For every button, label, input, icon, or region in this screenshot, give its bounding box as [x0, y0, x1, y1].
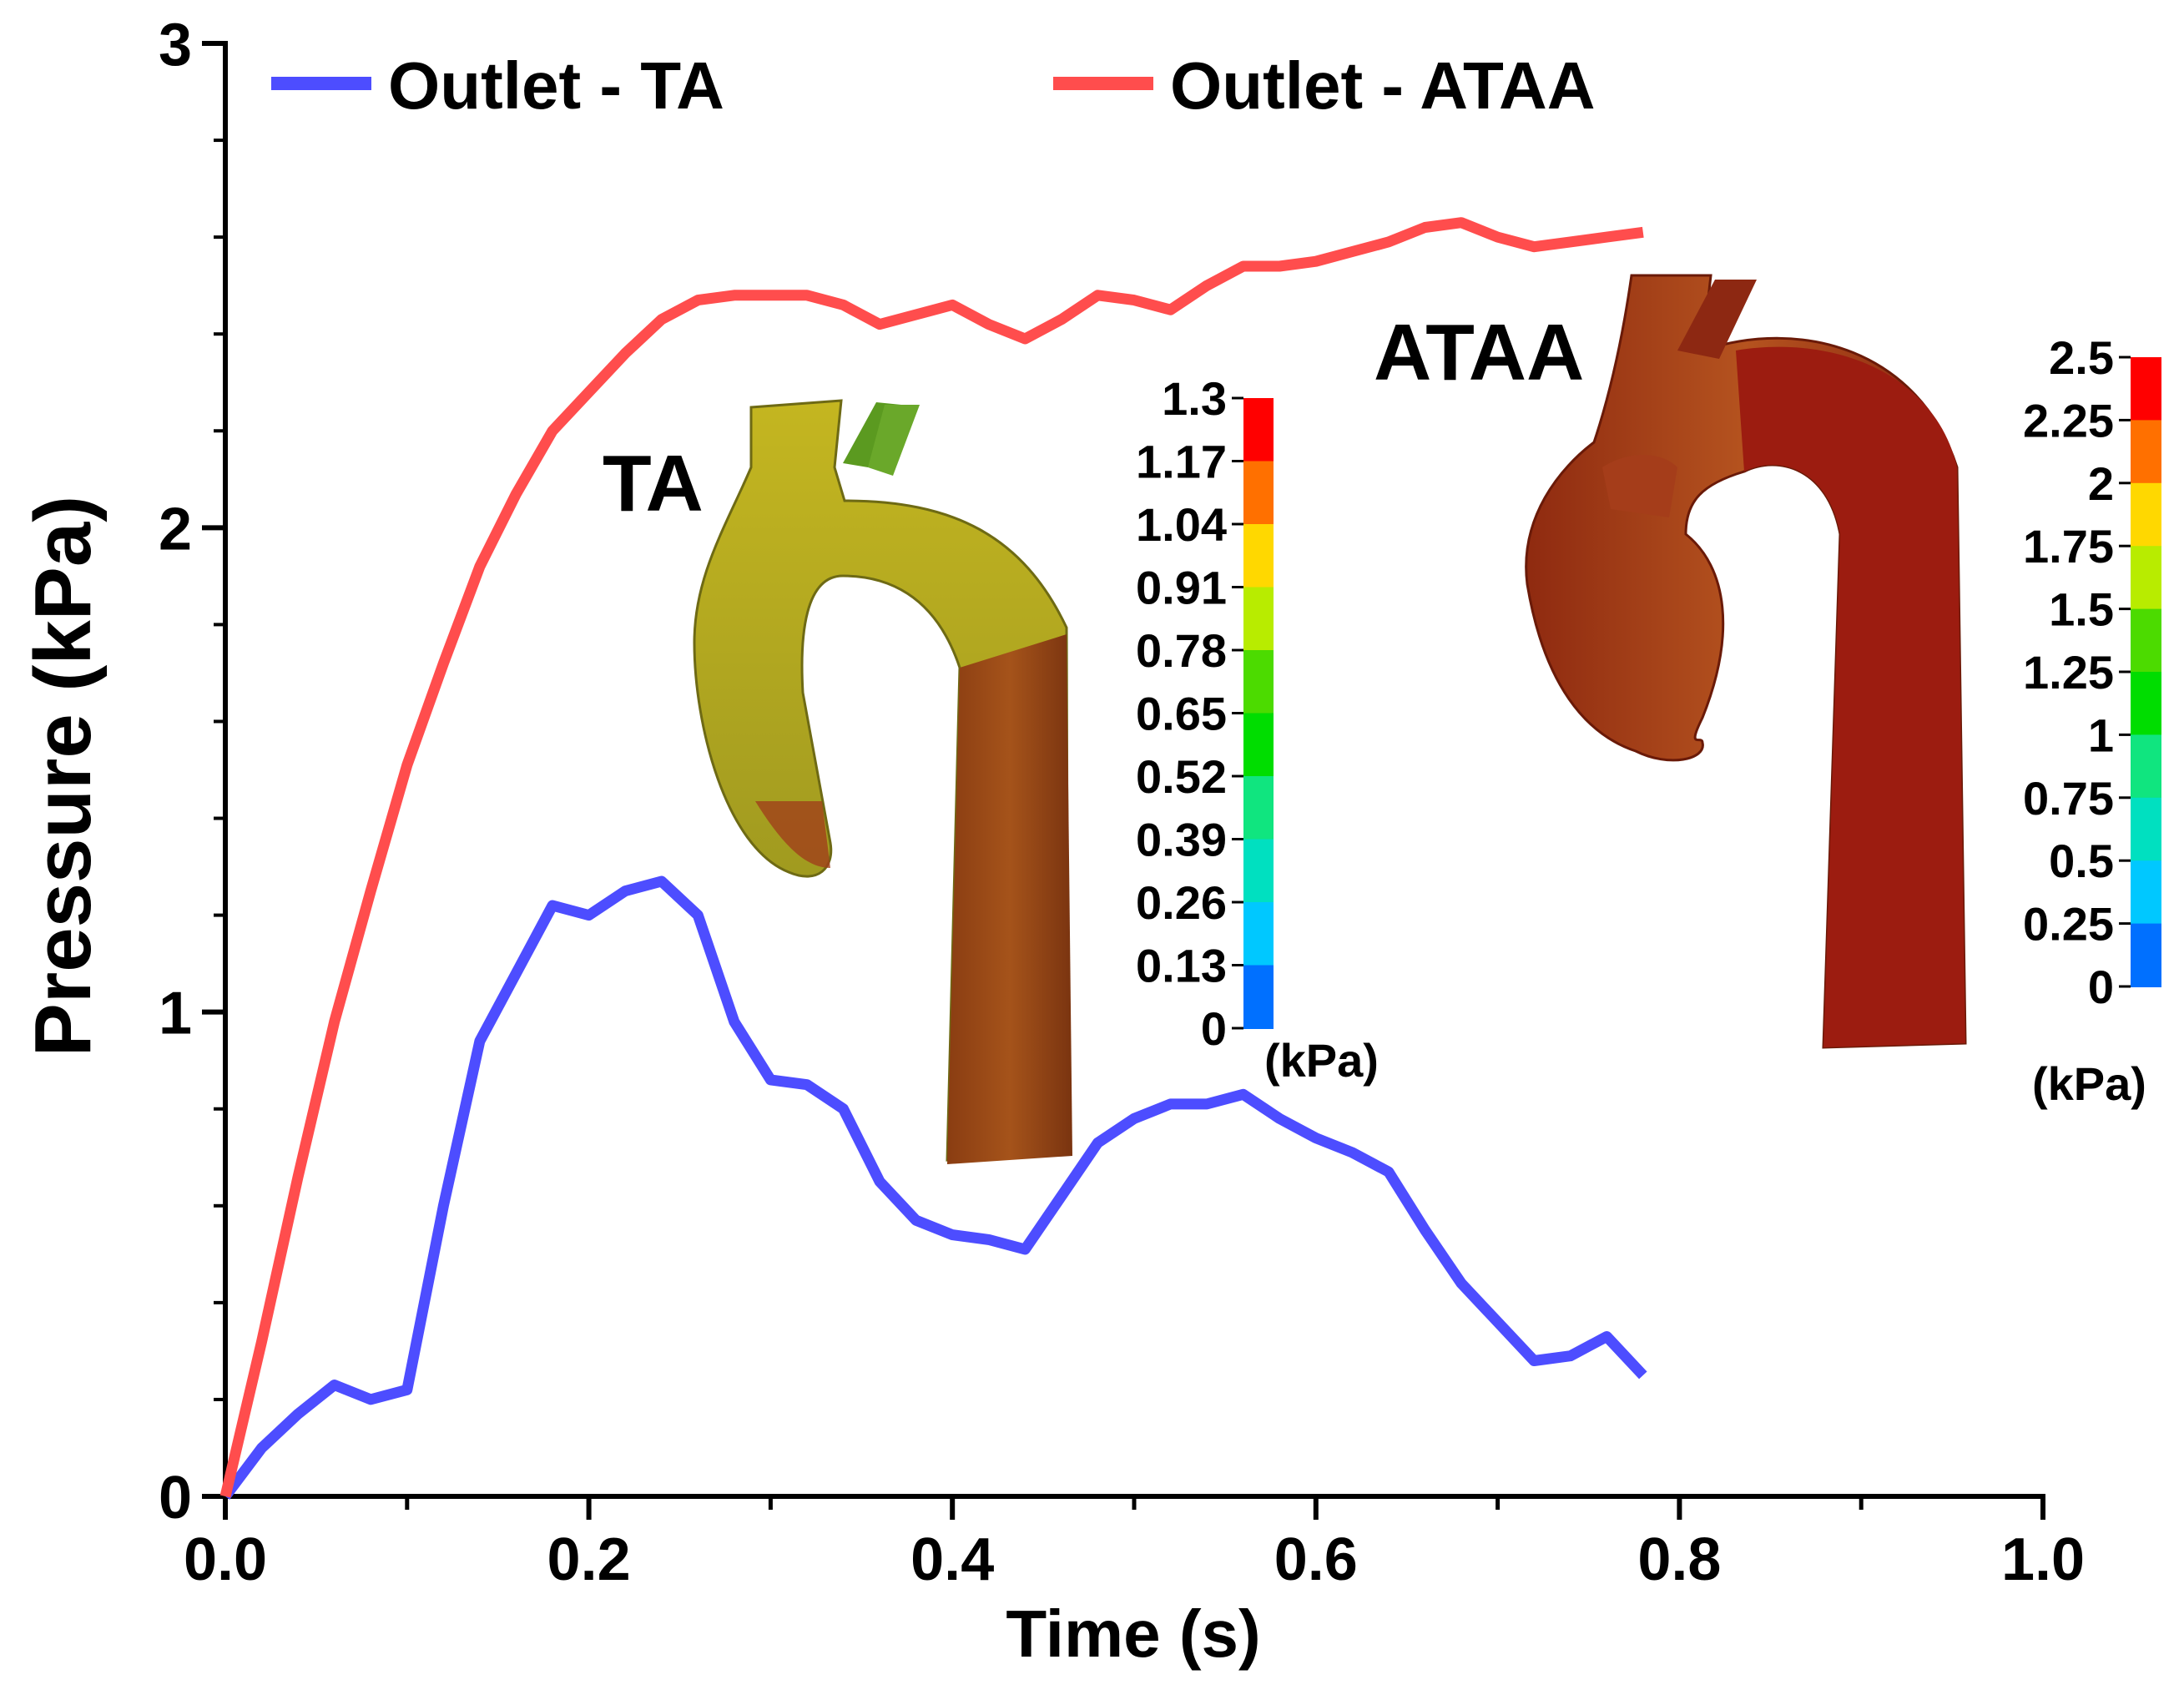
colorbar-label: 0.75 [2023, 772, 2114, 825]
colorbar-segment [1243, 965, 1274, 1029]
x-tick-label: 0.2 [547, 1526, 631, 1593]
legend-label-ataa: Outlet - ATAA [1170, 48, 1596, 123]
colorbar-segment [1243, 461, 1274, 525]
annotation-ataa: ATAA [1374, 308, 1584, 397]
series-line-ataa [219, 217, 1644, 1498]
colorbar-label: 0 [1201, 1002, 1227, 1055]
colorbar-segment [2131, 797, 2161, 862]
y-tick-label: 0 [159, 1465, 192, 1531]
colorbar-label: 0.39 [1136, 814, 1227, 866]
colorbar-label: 0.91 [1136, 562, 1227, 614]
annotation-ta: TA [603, 439, 704, 528]
colorbar-ataa: 2.5 2.25 2 1.75 1.5 1.25 1 0.75 0.5 0.25 0 [2023, 331, 2161, 1013]
colorbar-label: 1.5 [2049, 583, 2114, 636]
colorbar-segment [2131, 357, 2161, 421]
legend: Outlet - TA Outlet - ATAA [271, 48, 1596, 123]
ta-aorta-illustration [693, 399, 1072, 1164]
colorbar-segment [1243, 713, 1274, 777]
colorbar-label: 1.04 [1136, 498, 1227, 551]
series-line-ta [220, 875, 1647, 1500]
legend-label-ta: Outlet - TA [388, 48, 724, 123]
x-tick-label: 1.0 [2001, 1526, 2085, 1593]
colorbar-segment [2131, 482, 2161, 547]
colorbar-segment [2131, 672, 2161, 736]
colorbar-label: 0.25 [2023, 898, 2114, 951]
colorbar-segment [2131, 608, 2161, 673]
colorbar-segment [2131, 860, 2161, 925]
colorbar-label: 2 [2088, 457, 2114, 510]
colorbar-segment [2131, 420, 2161, 484]
x-axis-label: Time (s) [1006, 1597, 1260, 1671]
colorbar-ataa-unit: (kPa) [2032, 1057, 2146, 1110]
series-lines [219, 217, 1647, 1500]
colorbar-segment [1243, 398, 1274, 462]
colorbar-segment [1243, 524, 1274, 588]
colorbar-segment [2131, 923, 2161, 987]
colorbar-label: 0.65 [1136, 688, 1227, 740]
colorbar-label: 2.5 [2049, 331, 2114, 384]
colorbar-label: 1.25 [2023, 646, 2114, 699]
y-tick-label: 2 [159, 496, 192, 562]
colorbar-label: 0.26 [1136, 876, 1227, 929]
x-tick-label: 0.6 [1274, 1526, 1358, 1593]
colorbar-segment [1243, 839, 1274, 903]
colorbar-label: 1 [2088, 709, 2114, 761]
colorbar-segment [2131, 734, 2161, 799]
y-tick-label: 1 [159, 981, 192, 1047]
colorbar-label: 1.75 [2023, 520, 2114, 573]
y-axis-ticks: 0 1 2 3 [159, 12, 225, 1531]
colorbar-label: 0.52 [1136, 750, 1227, 803]
colorbar-segment [2131, 546, 2161, 610]
x-tick-label: 0.8 [1637, 1526, 1721, 1593]
y-tick-label: 3 [159, 12, 192, 78]
colorbar-label: 0.5 [2049, 835, 2114, 887]
colorbar-label: 0 [2088, 961, 2114, 1013]
x-tick-label: 0.4 [910, 1526, 994, 1593]
x-axis-ticks: 0.0 0.2 0.4 0.6 0.8 1.0 [184, 1496, 2085, 1593]
colorbar-ta-unit: (kPa) [1264, 1034, 1379, 1087]
colorbar-segment [1243, 587, 1274, 651]
colorbar-segment [1243, 650, 1274, 714]
colorbar-label: 2.25 [2023, 394, 2114, 446]
colorbar-label: 0.13 [1136, 940, 1227, 992]
colorbar-segment [1243, 902, 1274, 966]
colorbar-ta: 1.3 1.17 1.04 0.91 0.78 0.65 0.52 0.39 0.26 0.13 0 [1136, 372, 1274, 1055]
colorbar-label: 1.3 [1162, 372, 1227, 425]
colorbar-label: 0.78 [1136, 624, 1227, 677]
ataa-aorta-illustration [1525, 274, 1967, 1049]
y-axis-label: Pressure (kPa) [18, 496, 108, 1057]
x-tick-label: 0.0 [184, 1526, 267, 1593]
colorbar-segment [1243, 776, 1274, 840]
colorbar-label: 1.17 [1136, 436, 1227, 488]
